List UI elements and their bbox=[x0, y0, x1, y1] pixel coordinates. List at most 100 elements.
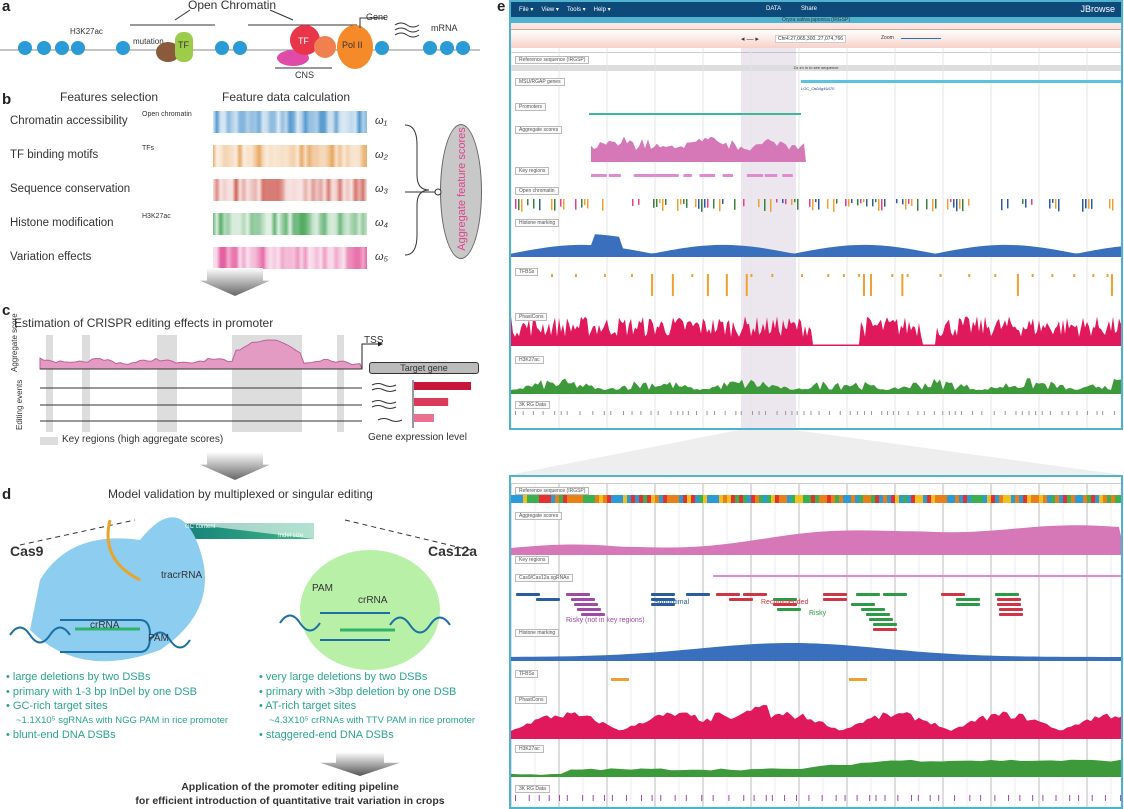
variant-mark bbox=[641, 795, 643, 801]
sgrna-feature[interactable] bbox=[686, 593, 710, 596]
menu-item[interactable]: File ▾ bbox=[519, 7, 534, 13]
panel-c-plot bbox=[39, 335, 471, 445]
menu-item[interactable]: View ▾ bbox=[541, 7, 559, 13]
track-label[interactable]: Open chromatin bbox=[515, 187, 559, 195]
variant-mark bbox=[1078, 795, 1080, 801]
sgrna-feature[interactable] bbox=[777, 608, 801, 611]
risky-not-key-label: Risky (not in key regions) bbox=[566, 617, 645, 624]
track-label[interactable]: 3K RG Data bbox=[515, 401, 550, 409]
sgrna-feature[interactable] bbox=[571, 598, 595, 601]
highlight-region[interactable] bbox=[741, 48, 796, 428]
open-chromatin-mark bbox=[908, 199, 910, 204]
track-label[interactable]: MSU/RGAP genes bbox=[515, 78, 565, 86]
sgrna-feature[interactable] bbox=[883, 593, 907, 596]
track-label[interactable]: PhastCons bbox=[515, 696, 548, 704]
sgrna-feature[interactable] bbox=[941, 593, 965, 596]
variant-mark bbox=[923, 411, 925, 415]
tfbs-mark bbox=[1073, 274, 1076, 277]
track-label[interactable]: Reference sequence (IRGSP) bbox=[515, 56, 590, 64]
track-label[interactable]: H3K27ac bbox=[515, 356, 544, 364]
variant-mark bbox=[972, 411, 974, 415]
variant-mark bbox=[670, 411, 672, 415]
track-label[interactable]: Key regions bbox=[515, 167, 550, 175]
sgrna-feature[interactable] bbox=[873, 628, 897, 631]
variant-mark bbox=[640, 411, 642, 415]
track-label[interactable]: Cas9/Cas12a sgRNAs bbox=[515, 574, 574, 582]
track-label[interactable]: H3K27ac bbox=[515, 745, 544, 753]
track-label[interactable]: Reference sequence (IRGSP) bbox=[515, 487, 590, 495]
track-label[interactable]: 3K RG Data bbox=[515, 785, 550, 793]
feature-weight: ω₃ bbox=[375, 183, 388, 195]
base bbox=[879, 495, 883, 503]
key-region bbox=[608, 174, 621, 177]
sgrna-feature[interactable] bbox=[651, 593, 675, 596]
sgrna-feature[interactable] bbox=[873, 623, 897, 626]
sgrna-feature[interactable] bbox=[581, 613, 605, 616]
share-button[interactable]: Share bbox=[801, 6, 818, 12]
sgrna-feature[interactable] bbox=[869, 618, 893, 621]
sgrna-feature[interactable] bbox=[956, 598, 980, 601]
nav-buttons[interactable]: ◂ — ▸ bbox=[741, 36, 759, 43]
tfbs-mark bbox=[745, 274, 748, 296]
tfbs-mark bbox=[863, 274, 866, 296]
menu-item[interactable]: Help ▾ bbox=[593, 7, 611, 13]
chromatin-illustration bbox=[0, 9, 480, 69]
base bbox=[1107, 495, 1111, 503]
variant-mark bbox=[1055, 795, 1057, 801]
track-label[interactable]: TFBSs bbox=[515, 670, 539, 678]
sgrna-feature[interactable] bbox=[999, 608, 1023, 611]
open-chromatin-mark bbox=[860, 199, 862, 204]
sgrna-feature[interactable] bbox=[823, 598, 847, 601]
sgrna-feature[interactable] bbox=[956, 603, 980, 606]
locus-input[interactable]: Chr4:27,065,300..27,074,766 bbox=[775, 35, 847, 43]
feature-weight: ω₅ bbox=[375, 251, 388, 263]
open-chromatin-mark bbox=[812, 199, 814, 211]
track-label[interactable]: Promoters bbox=[515, 103, 547, 111]
sgrna-feature[interactable] bbox=[516, 593, 540, 596]
zoom-connector bbox=[509, 430, 1123, 475]
sgrna-feature[interactable] bbox=[823, 593, 847, 596]
sgrna-feature[interactable] bbox=[851, 603, 875, 606]
sgrna-feature[interactable] bbox=[743, 593, 767, 596]
base bbox=[979, 495, 983, 503]
base bbox=[535, 495, 539, 503]
gene-feature-label[interactable]: LOC_Os04g46470 bbox=[801, 86, 835, 91]
zoom-slider-label[interactable]: Zoom bbox=[881, 35, 894, 41]
feature-icon-label: Open chromatin bbox=[142, 111, 192, 118]
open-chromatin-mark bbox=[527, 199, 529, 206]
variant-mark bbox=[701, 795, 703, 801]
menu-item[interactable]: Tools ▾ bbox=[566, 7, 586, 13]
track-label[interactable]: PhastCons bbox=[515, 313, 548, 321]
sgrna-feature[interactable] bbox=[729, 598, 753, 601]
data-menu[interactable]: DATA bbox=[766, 6, 782, 12]
sgrna-feature[interactable] bbox=[999, 613, 1023, 616]
track-label[interactable]: Histone marking bbox=[515, 629, 560, 637]
sgrna-feature[interactable] bbox=[861, 608, 885, 611]
track-label[interactable]: Key regions bbox=[515, 556, 550, 564]
sgrna-feature[interactable] bbox=[716, 593, 740, 596]
sgrna-feature[interactable] bbox=[566, 593, 590, 596]
track-label[interactable]: TFBSs bbox=[515, 268, 539, 276]
overview-ruler[interactable] bbox=[511, 23, 1121, 30]
sgrna-feature[interactable] bbox=[651, 598, 675, 601]
sgrna-feature[interactable] bbox=[773, 603, 797, 606]
sgrna-feature[interactable] bbox=[995, 593, 1019, 596]
sgrna-feature[interactable] bbox=[997, 603, 1021, 606]
variant-mark bbox=[1019, 795, 1021, 801]
zoom-slider[interactable] bbox=[901, 38, 941, 39]
sgrna-feature[interactable] bbox=[773, 598, 797, 601]
base bbox=[783, 495, 787, 503]
base bbox=[715, 495, 719, 503]
sgrna-feature[interactable] bbox=[536, 598, 560, 601]
sgrna-feature[interactable] bbox=[866, 613, 890, 616]
track-label[interactable]: Aggregate scores bbox=[515, 512, 563, 520]
base bbox=[963, 495, 967, 503]
track-label[interactable]: Aggregate scores bbox=[515, 126, 563, 134]
sgrna-feature[interactable] bbox=[574, 603, 598, 606]
sgrna-feature[interactable] bbox=[651, 603, 675, 606]
aggregate-scores-label: Aggregate feature scores bbox=[456, 127, 468, 251]
sgrna-feature[interactable] bbox=[577, 608, 601, 611]
track-label[interactable]: Histone marking bbox=[515, 219, 560, 227]
sgrna-feature[interactable] bbox=[856, 593, 880, 596]
sgrna-feature[interactable] bbox=[997, 598, 1021, 601]
